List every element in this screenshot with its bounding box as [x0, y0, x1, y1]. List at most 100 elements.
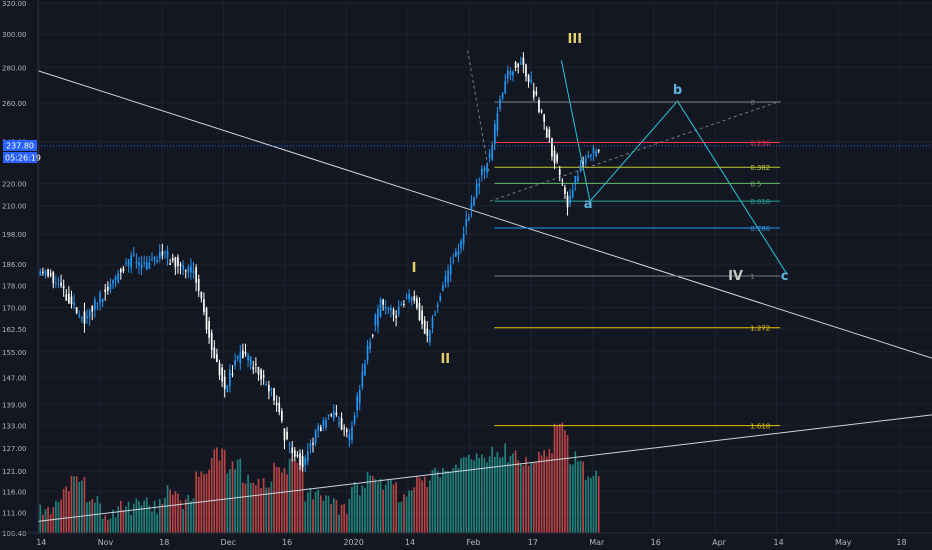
- volume-bar: [530, 461, 533, 533]
- volume-bar: [387, 480, 390, 533]
- volume-bar: [205, 473, 208, 533]
- volume-bar: [470, 459, 473, 533]
- candle-body: [104, 289, 107, 293]
- candle-body: [166, 251, 169, 258]
- volume-bar: [270, 481, 273, 533]
- volume-bar: [371, 475, 374, 533]
- volume-bar: [551, 453, 553, 533]
- time-tick-label: 14: [405, 538, 415, 547]
- volume-bar: [309, 487, 312, 533]
- candlesticks: [39, 52, 600, 473]
- candle-body: [455, 251, 457, 257]
- time-tick-label: 16: [282, 538, 292, 547]
- fib-level-label: 0.786: [750, 225, 771, 233]
- candle-body: [480, 168, 483, 176]
- wave-label: c: [781, 269, 789, 284]
- volume-bar: [332, 498, 335, 533]
- volume-bar: [579, 460, 582, 533]
- candle-body: [325, 419, 327, 428]
- volume-bar: [213, 449, 216, 533]
- candle-body: [371, 334, 374, 337]
- candle-body: [125, 262, 127, 264]
- candle-body: [62, 285, 65, 289]
- candle-body: [68, 293, 70, 304]
- candle-body: [584, 158, 587, 164]
- candle-body: [122, 268, 125, 272]
- volume-bar: [164, 497, 166, 533]
- candle-body: [436, 304, 439, 307]
- volume-bar: [431, 469, 434, 533]
- trendlines[interactable]: [37, 50, 932, 522]
- candle-body: [99, 293, 101, 303]
- candle-body: [343, 427, 346, 429]
- wave-label: III: [568, 32, 583, 47]
- volume-bar: [364, 487, 366, 533]
- candle-body: [486, 164, 488, 173]
- volume-bar: [49, 514, 52, 533]
- countdown-badge-timer: 05:26:19: [5, 154, 41, 163]
- volume-bar: [488, 456, 491, 533]
- candle-body: [374, 315, 377, 326]
- volume-bar: [571, 464, 574, 533]
- candle-body: [439, 295, 442, 301]
- volume-bar: [577, 461, 579, 533]
- candle-body: [158, 252, 161, 258]
- volume-bar: [304, 501, 307, 533]
- candle-body: [314, 430, 317, 444]
- candle-body: [392, 309, 395, 316]
- candle-body: [244, 352, 247, 355]
- volume-bar: [519, 462, 522, 533]
- candle-body: [101, 298, 104, 303]
- fibonacci-retracement[interactable]: 0 0.236 0.382 0.5 0.618 0.786 1 1.272 1.618: [494, 99, 781, 431]
- volume-bar: [413, 487, 416, 533]
- volume-bar: [55, 500, 57, 533]
- volume-bar: [229, 468, 231, 533]
- candle-body: [449, 264, 452, 275]
- candle-body: [548, 129, 551, 138]
- volume-bar: [512, 453, 514, 533]
- candle-body: [143, 262, 146, 264]
- volume-bar: [379, 478, 382, 533]
- volume-bar: [597, 476, 600, 533]
- volume-bar: [408, 490, 410, 533]
- countdown-badge-box: [3, 152, 37, 163]
- candle-body: [473, 197, 475, 205]
- candle-body: [369, 342, 371, 350]
- volume-bar: [293, 460, 296, 533]
- candle-body: [579, 164, 582, 171]
- time-tick-label: 2020: [343, 538, 363, 547]
- volume-bar: [104, 515, 107, 533]
- volume-bar: [426, 487, 429, 533]
- volume-bar: [465, 457, 468, 533]
- candle-body: [382, 299, 384, 305]
- candle-body: [322, 420, 325, 426]
- candle-body: [187, 267, 190, 273]
- candle-body: [151, 258, 153, 261]
- volume-bar: [592, 475, 595, 533]
- time-tick-label: Apr: [712, 538, 727, 547]
- candle-body: [434, 314, 436, 316]
- candle-body: [78, 314, 81, 316]
- candle-body: [270, 388, 273, 390]
- candle-body: [304, 458, 307, 465]
- volume-bar: [78, 482, 81, 533]
- volume-bar: [319, 495, 322, 533]
- candle-body: [109, 283, 112, 290]
- volume-bar: [506, 462, 509, 533]
- candle-body: [377, 308, 379, 327]
- candle-body: [174, 257, 177, 268]
- volume-bar: [584, 480, 587, 533]
- price-axis[interactable]: 320.00300.00280.00260.00240.00220.00210.…: [0, 0, 39, 550]
- candle-body: [395, 315, 397, 318]
- fib-level-label: 0.382: [750, 164, 770, 172]
- volume-bar: [197, 476, 200, 533]
- volume-bar: [265, 487, 268, 533]
- volume-bar: [239, 458, 242, 533]
- candle-body: [351, 426, 353, 441]
- candle-body: [286, 431, 288, 440]
- candle-body: [252, 367, 255, 370]
- price-tick-label: 280.00: [2, 64, 27, 72]
- volume-bar: [322, 500, 325, 533]
- time-axis[interactable]: 14 Nov 18 Dec 16 2020 14 Feb 17 Mar 16 Apr 14 May 18: [0, 532, 932, 547]
